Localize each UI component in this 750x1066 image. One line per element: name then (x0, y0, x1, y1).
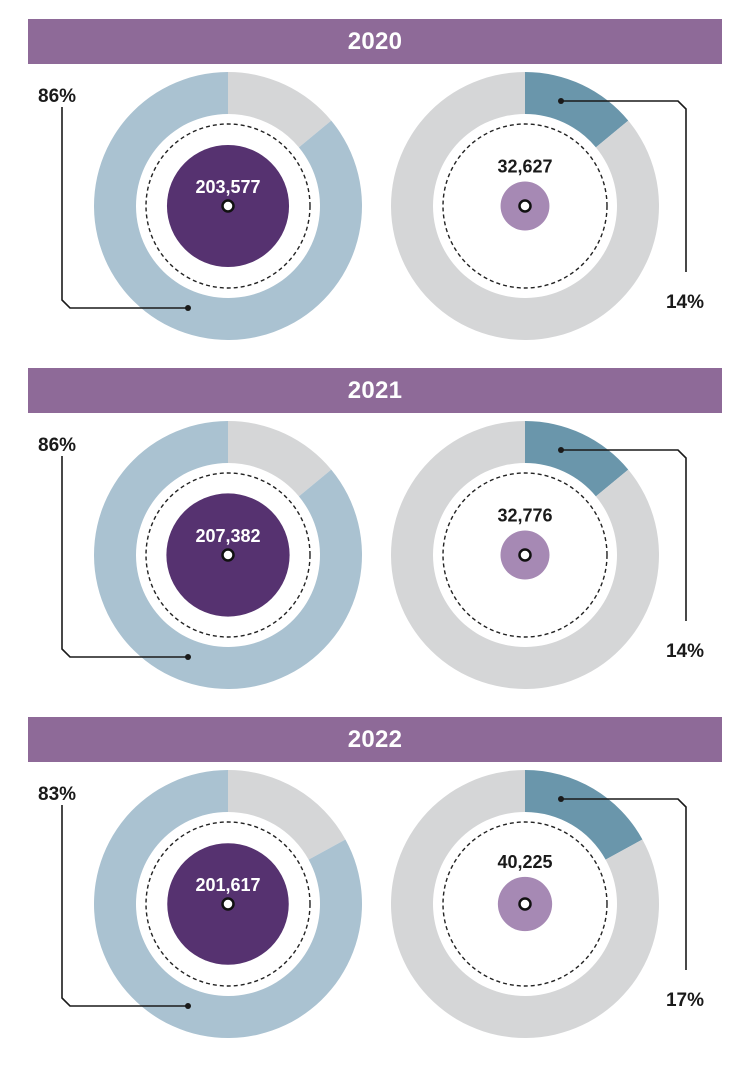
donut-pair: 203,577 86% 32,627 14% (38, 72, 704, 340)
center-dot (221, 199, 235, 213)
year-title: 2020 (347, 28, 403, 55)
minor-percent-label: 14% (666, 641, 704, 662)
center-dot (221, 897, 235, 911)
major-leader-line (61, 456, 188, 658)
leader-dot (185, 305, 191, 311)
minor-value-label: 32,627 (497, 157, 552, 177)
panel-2021: 2021 207,382 86% 32,776 14% (0, 368, 750, 717)
minor-leader-line (561, 798, 687, 970)
year-banner: 2022 (28, 717, 722, 762)
minor-share-arc (525, 770, 643, 860)
year-title: 2022 (347, 726, 403, 753)
minor-leader-line (561, 449, 687, 621)
major-share-arc (94, 72, 363, 340)
year-banner: 2020 (28, 19, 722, 64)
panel-2022: 2022 201,617 83% 40,225 17% (0, 717, 750, 1066)
dashed-ring (145, 123, 311, 289)
center-dot (518, 199, 532, 213)
center-dot (518, 548, 532, 562)
dashed-ring (442, 123, 608, 289)
minor-remainder-arc (391, 421, 659, 689)
major-leader-line (61, 805, 188, 1007)
center-dot (221, 548, 235, 562)
major-share-arc (94, 770, 363, 1038)
leader-dot (558, 447, 564, 453)
major-value-label: 201,617 (195, 875, 260, 895)
year-title: 2021 (347, 377, 403, 404)
major-value-label: 203,577 (195, 177, 260, 197)
minor-remainder-arc (391, 72, 659, 340)
minor-remainder-arc (391, 770, 660, 1038)
leader-dot (558, 796, 564, 802)
leader-dot (185, 1003, 191, 1009)
dashed-ring (145, 821, 311, 987)
leader-dot (558, 98, 564, 104)
minor-value-label: 40,225 (497, 852, 552, 872)
major-percent-label: 83% (38, 784, 76, 805)
panel-2020: 2020 203,577 86% 32,627 14% (0, 19, 750, 368)
major-share-arc (94, 421, 363, 689)
dashed-ring (145, 472, 311, 638)
major-remainder-arc (228, 421, 332, 497)
minor-percent-label: 14% (666, 292, 704, 313)
dashed-ring (442, 821, 608, 987)
donut-pair: 201,617 83% 40,225 17% (38, 770, 704, 1038)
minor-percent-label: 17% (666, 990, 704, 1011)
minor-share-arc (525, 421, 629, 497)
major-percent-label: 86% (38, 86, 76, 107)
major-leader-line (61, 107, 188, 309)
major-remainder-arc (228, 770, 346, 860)
major-percent-label: 86% (38, 435, 76, 456)
donut-pair: 207,382 86% 32,776 14% (38, 421, 704, 689)
major-value-label: 207,382 (195, 526, 260, 546)
year-banner: 2021 (28, 368, 722, 413)
minor-leader-line (561, 100, 687, 272)
dashed-ring (442, 472, 608, 638)
center-dot (518, 897, 532, 911)
leader-dot (185, 654, 191, 660)
major-remainder-arc (228, 72, 332, 148)
minor-value-label: 32,776 (497, 506, 552, 526)
minor-share-arc (525, 72, 629, 148)
